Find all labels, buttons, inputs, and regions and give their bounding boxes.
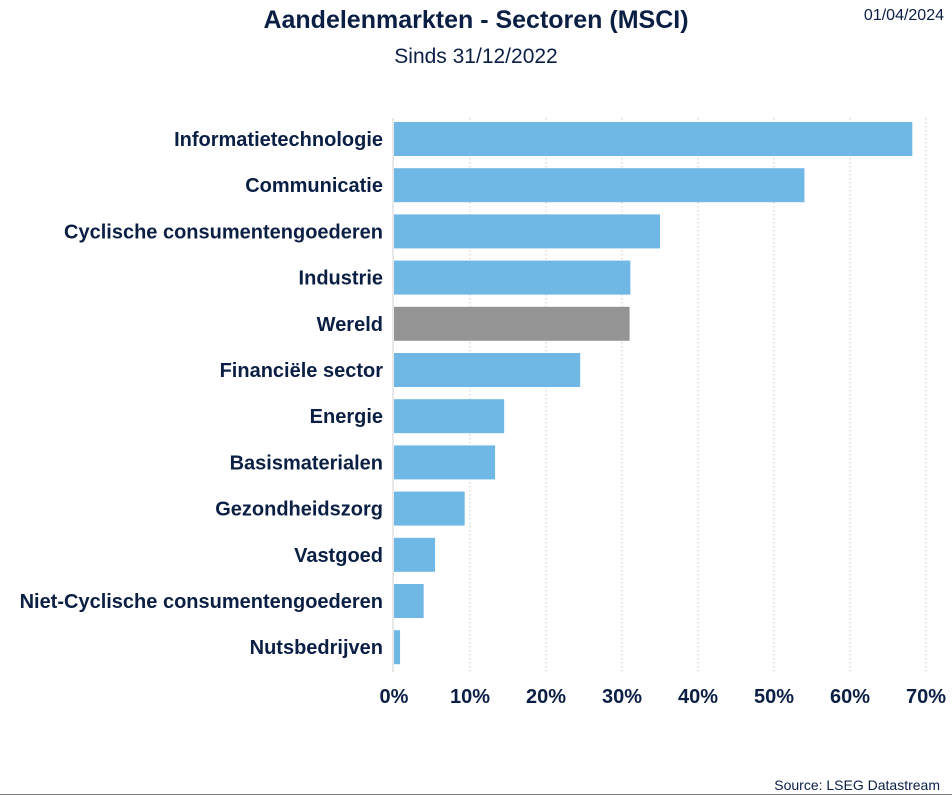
report-date: 01/04/2024: [863, 7, 944, 24]
category-label: Energie: [310, 406, 383, 428]
category-label: Communicatie: [245, 175, 383, 197]
x-tick-label: 50%: [754, 686, 794, 708]
category-label: Vastgoed: [294, 545, 383, 567]
chart-subtitle: Sinds 31/12/2022: [394, 45, 558, 68]
category-label: Informatietechnologie: [174, 129, 383, 151]
gridlines: [392, 118, 927, 672]
bars-group: [394, 122, 913, 665]
category-label: Gezondheidszorg: [215, 499, 383, 521]
bar: [394, 584, 424, 618]
bar-highlight: [394, 306, 630, 341]
category-label: Cyclische consumentengoederen: [64, 221, 383, 243]
category-labels: Informatietechnologie Communicatie Cyclisc…: [20, 129, 384, 659]
bar: [394, 260, 631, 295]
x-tick-label: 20%: [526, 686, 566, 708]
bar: [394, 214, 660, 249]
category-label: Basismaterialen: [230, 452, 383, 474]
bar: [394, 491, 465, 526]
category-label: Industrie: [299, 268, 383, 290]
x-tick-labels: 0% 10% 20% 30% 40% 50% 60% 70%: [380, 686, 947, 708]
bar: [394, 168, 805, 203]
category-label: Wereld: [317, 314, 383, 336]
x-tick-label: 0%: [380, 686, 409, 708]
x-tick-label: 30%: [602, 686, 642, 708]
bar-chart: Informatietechnologie Communicatie Cyclisc…: [20, 118, 947, 708]
source-note: Source: LSEG Datastream: [774, 777, 940, 793]
bar: [394, 445, 496, 480]
bar: [394, 399, 505, 434]
bar: [394, 537, 436, 572]
category-label: Financiële sector: [220, 360, 384, 382]
x-tick-label: 40%: [678, 686, 718, 708]
x-tick-label: 60%: [830, 686, 870, 708]
bottom-divider: [0, 794, 952, 795]
category-label: Nutsbedrijven: [250, 637, 383, 659]
chart-title: Aandelenmarkten - Sectoren (MSCI): [263, 6, 689, 34]
bar: [394, 630, 401, 665]
bar: [394, 353, 581, 387]
bar: [394, 122, 913, 156]
x-tick-label: 10%: [450, 686, 490, 708]
x-tick-label: 70%: [906, 686, 946, 708]
category-label: Niet-Cyclische consumentengoederen: [20, 591, 383, 613]
